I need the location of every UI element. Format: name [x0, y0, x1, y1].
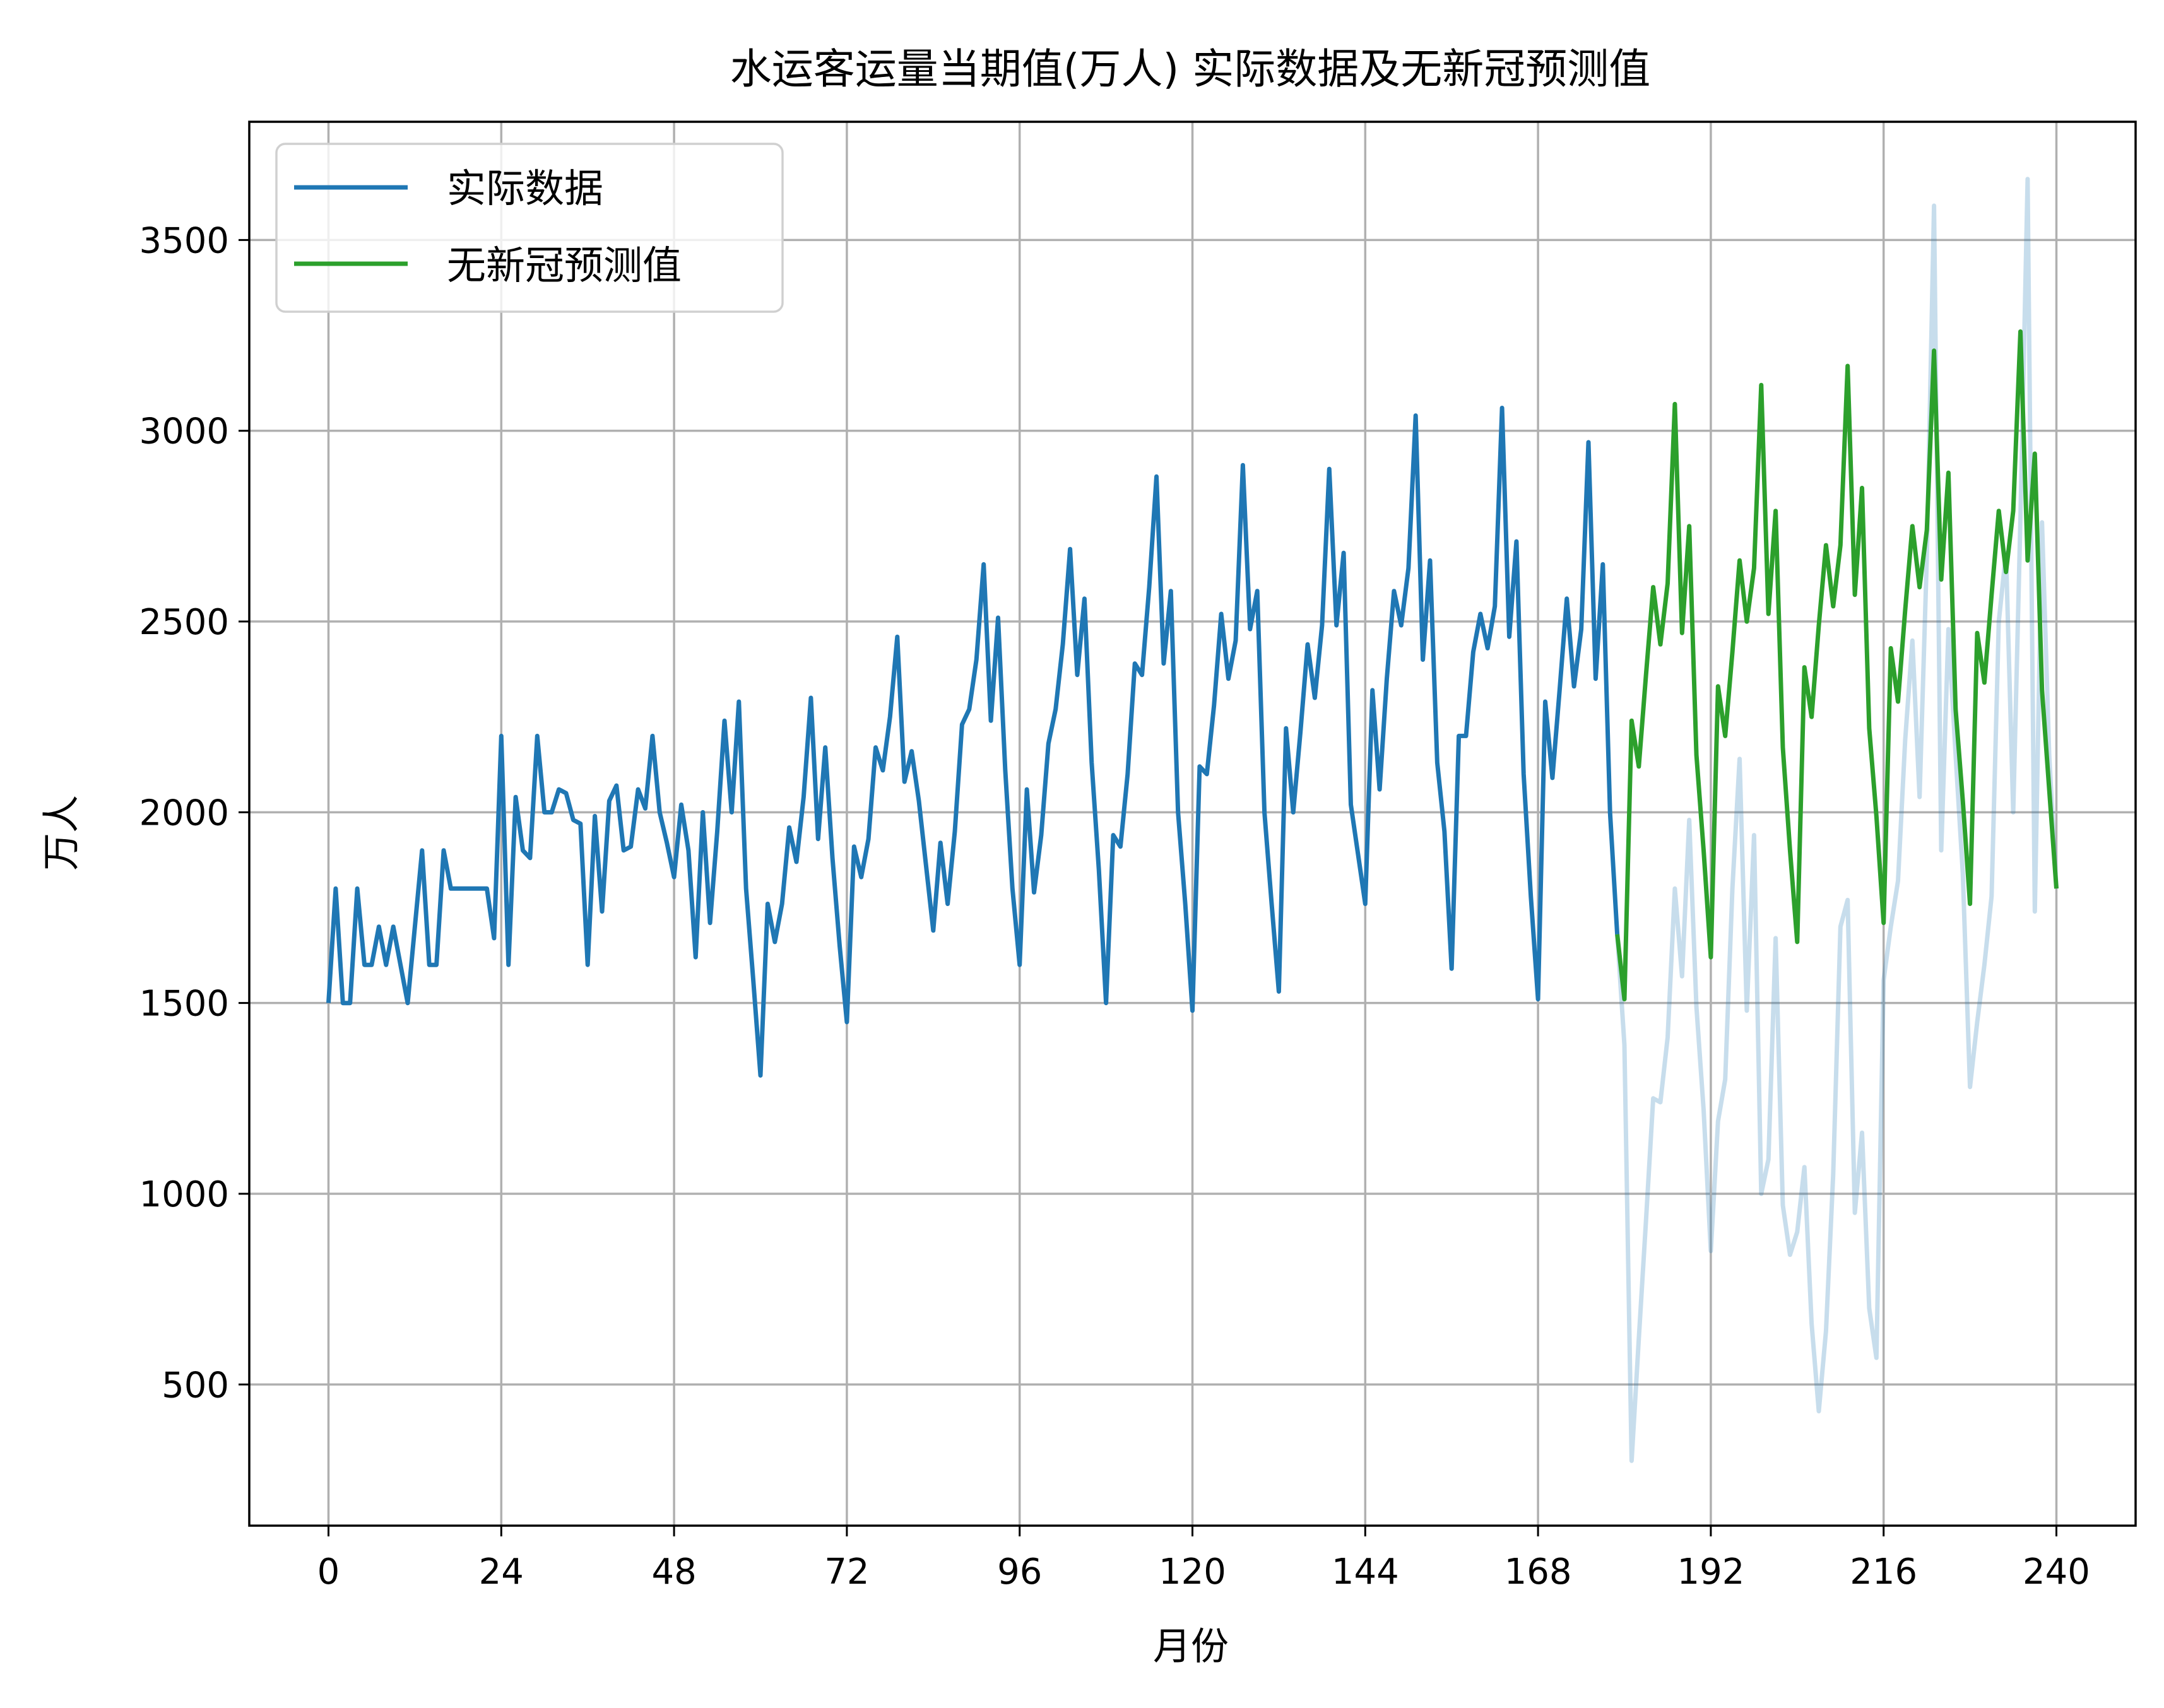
chart-title: 水运客运量当期值(万人) 实际数据及无新冠预测值 — [730, 45, 1650, 93]
legend-label-forecast: 无新冠预测值 — [447, 242, 682, 288]
y-tick-label: 1500 — [139, 984, 229, 1025]
x-tick-label: 168 — [1505, 1552, 1572, 1593]
y-tick-label: 3500 — [139, 220, 229, 261]
y-axis-label: 万人 — [40, 795, 84, 871]
x-axis-label: 月份 — [1153, 1625, 1229, 1669]
axis-ticks: 0 24 48 72 96 120 144 168 192 216 240 500 1000 1500 20… — [139, 220, 2090, 1593]
x-tick-label: 240 — [2023, 1552, 2090, 1593]
x-tick-label: 120 — [1159, 1552, 1226, 1593]
series-line — [326, 406, 1620, 1078]
y-tick-label: 1000 — [139, 1174, 229, 1215]
x-tick-label: 192 — [1677, 1552, 1744, 1593]
x-tick-label: 48 — [651, 1552, 696, 1593]
y-tick-label: 2000 — [139, 792, 229, 833]
x-tick-label: 96 — [997, 1552, 1042, 1593]
y-tick-label: 3000 — [139, 411, 229, 452]
x-tick-label: 24 — [479, 1552, 524, 1593]
x-tick-label: 216 — [1850, 1552, 1917, 1593]
series-line — [1615, 329, 2059, 1002]
plot-series — [326, 177, 2059, 1463]
x-tick-label: 0 — [317, 1552, 340, 1593]
series-line — [1615, 177, 2059, 1463]
legend-label-actual: 实际数据 — [447, 165, 603, 211]
y-tick-label: 500 — [162, 1365, 229, 1406]
x-tick-label: 144 — [1332, 1552, 1399, 1593]
legend: 实际数据 无新冠预测值 — [275, 143, 784, 313]
x-tick-label: 72 — [824, 1552, 869, 1593]
y-tick-label: 2500 — [139, 602, 229, 643]
